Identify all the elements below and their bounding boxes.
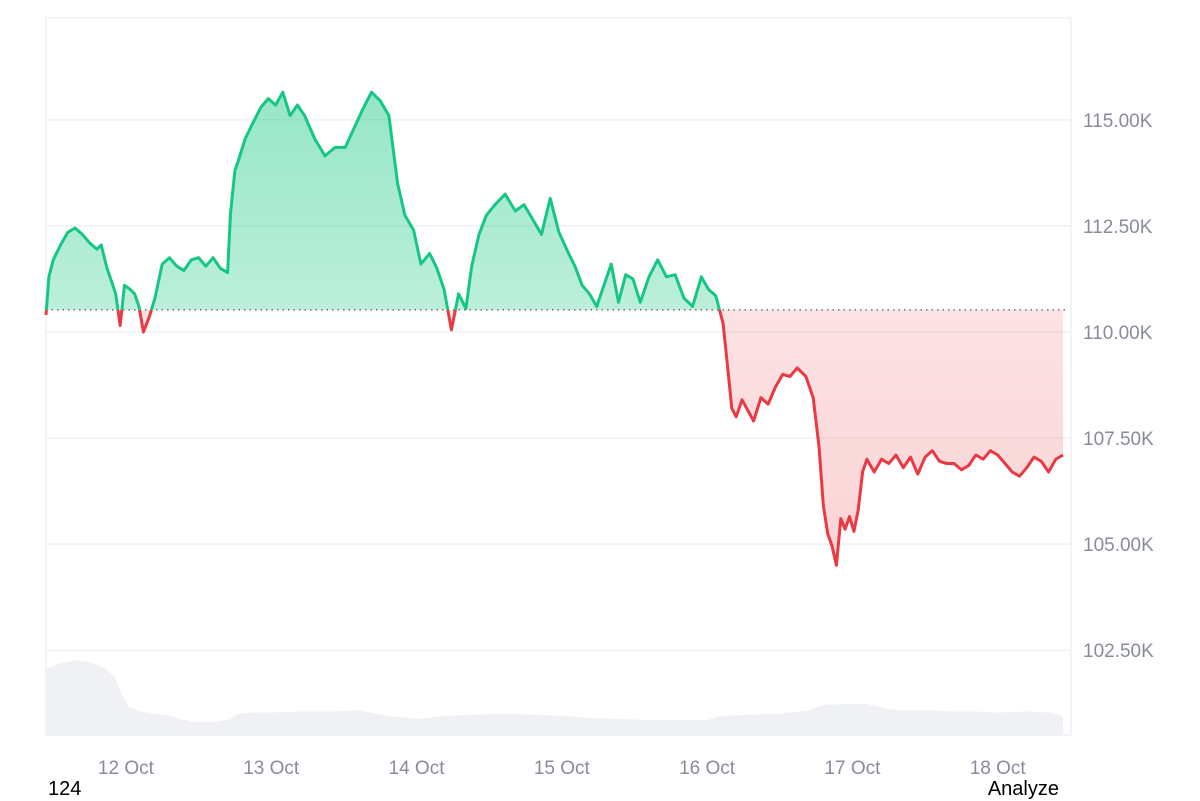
y-tick-label: 102.50K — [1083, 641, 1154, 662]
x-tick-label: 13 Oct — [243, 758, 300, 779]
volume-area — [46, 660, 1064, 735]
area-below-baseline — [46, 309, 1064, 566]
price-line-down — [44, 309, 1064, 567]
x-tick-label: 17 Oct — [824, 758, 881, 779]
y-axis-ticks: 115.00K 112.50K 110.00K 107.50K 105.00K 102.5… — [1083, 111, 1154, 662]
x-tick-label: 15 Oct — [534, 758, 591, 779]
y-tick-label: 115.00K — [1083, 111, 1153, 132]
y-tick-label: 105.00K — [1083, 535, 1154, 556]
x-tick-label: 12 Oct — [98, 758, 155, 779]
price-line — [44, 90, 1064, 567]
price-line-up — [44, 90, 722, 310]
y-tick-label: 107.50K — [1083, 429, 1154, 450]
price-area — [46, 92, 1064, 566]
x-tick-label: 14 Oct — [389, 758, 446, 779]
footer-count: 124 — [48, 778, 82, 800]
volume-series — [46, 660, 1064, 735]
y-tick-label: 110.00K — [1083, 323, 1153, 344]
area-above-baseline — [46, 92, 720, 310]
y-tick-label: 112.50K — [1083, 217, 1153, 238]
x-tick-label: 16 Oct — [679, 758, 736, 779]
x-tick-label: 18 Oct — [970, 758, 1027, 779]
analyze-link[interactable]: Analyze — [987, 778, 1059, 800]
x-axis-ticks: 12 Oct 13 Oct 14 Oct 15 Oct 16 Oct 17 Oct 18 O… — [98, 758, 1026, 779]
